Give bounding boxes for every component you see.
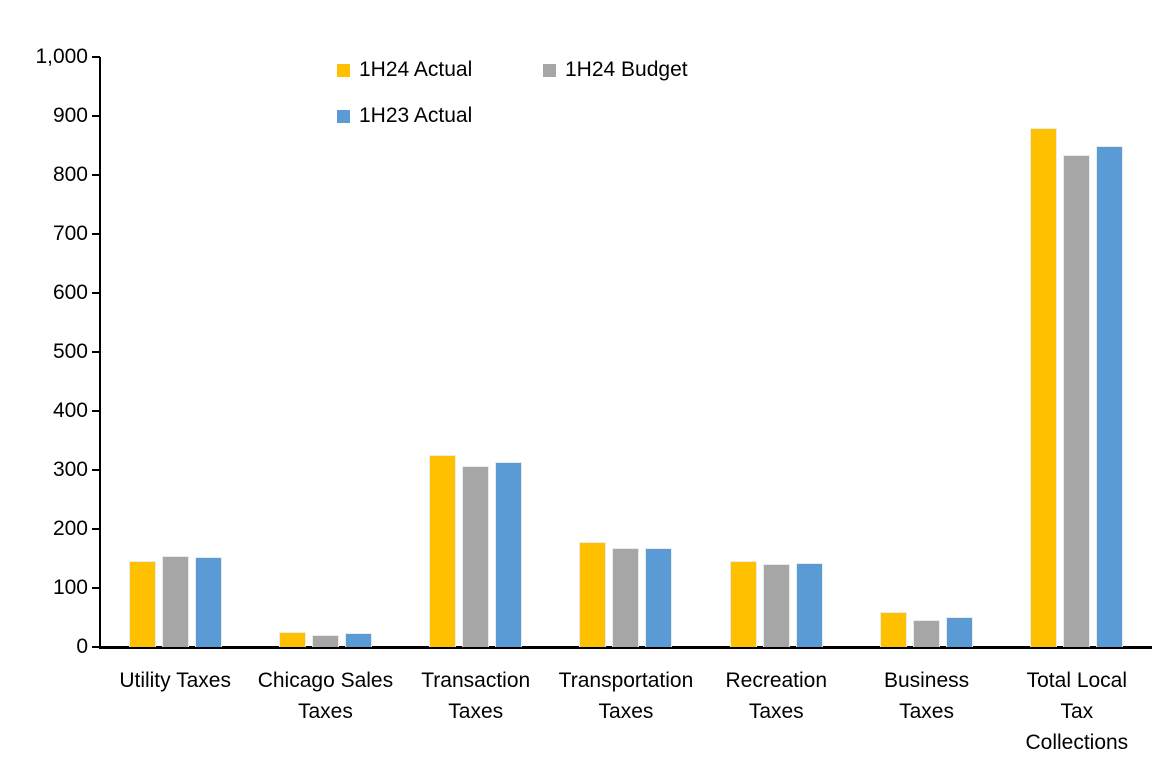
y-axis-tick-mark (92, 292, 100, 294)
x-axis-line (99, 646, 1152, 649)
y-axis-tick-label: 600 (52, 281, 88, 304)
legend-label: 1H23 Actual (359, 104, 473, 127)
bar-group (1002, 57, 1152, 647)
y-axis-tick-label: 900 (52, 104, 88, 127)
category-label: Chicago Sales Taxes (257, 669, 394, 723)
legend-swatch-icon (337, 63, 350, 77)
bar-1h23-actual (1096, 146, 1124, 647)
y-axis-tick-mark (92, 115, 100, 117)
bar-1h23-actual (495, 462, 523, 647)
y-axis-tick-mark (92, 351, 100, 353)
category-label: Utility Taxes (119, 669, 231, 692)
legend-item: 1H23 Actual (337, 103, 472, 129)
bar-1h24-actual (1030, 128, 1058, 647)
y-axis-tick-mark (92, 469, 100, 471)
plot-area (100, 57, 1152, 647)
bar-group (401, 57, 551, 647)
category-label: Business Taxes (883, 669, 970, 723)
bar-1h24-actual (579, 542, 607, 647)
bar-1h23-actual (344, 633, 372, 647)
legend-label: 1H24 Budget (565, 58, 688, 81)
bar-1h24-budget (161, 556, 189, 647)
bar-1h24-budget (612, 548, 640, 647)
bar-1h24-actual (128, 561, 156, 647)
y-axis-tick-mark (92, 233, 100, 235)
bar-group (100, 57, 250, 647)
y-axis-tick-mark (92, 410, 100, 412)
category-label: Recreation Taxes (725, 669, 828, 723)
legend-swatch-icon (543, 63, 556, 77)
y-axis-tick-label: 400 (52, 399, 88, 422)
bar-group (551, 57, 701, 647)
bar-1h24-actual (278, 632, 306, 647)
y-axis-tick-label: 500 (52, 340, 88, 363)
bar-1h24-actual (880, 612, 908, 647)
bar-1h24-actual (729, 561, 757, 647)
y-axis-tick-label: 800 (52, 163, 88, 186)
x-axis-category-labels: Utility Taxes Chicago Sales Taxes Transact… (100, 665, 1152, 758)
bar-1h23-actual (194, 557, 222, 647)
bar-1h23-actual (645, 548, 673, 647)
legend-item: 1H24 Actual (337, 57, 472, 83)
bar-group (701, 57, 851, 647)
legend-swatch-icon (337, 109, 350, 123)
y-axis-tick-mark (92, 646, 100, 648)
bar-group (250, 57, 400, 647)
y-axis-tick-label: 100 (52, 576, 88, 599)
y-axis-tick-label: 0 (76, 635, 88, 658)
y-axis-tick-mark (92, 56, 100, 58)
bar-1h24-budget (913, 620, 941, 647)
bar-1h24-budget (462, 466, 490, 647)
legend-item: 1H24 Budget (543, 57, 688, 83)
bar-1h24-budget (311, 635, 339, 647)
bar-1h24-budget (1063, 155, 1091, 647)
bar-1h23-actual (795, 563, 823, 647)
y-axis-tick-mark (92, 174, 100, 176)
legend-label: 1H24 Actual (359, 58, 473, 81)
y-axis-tick-mark (92, 587, 100, 589)
y-axis-tick-mark (92, 528, 100, 530)
bar-1h24-budget (762, 564, 790, 647)
y-axis-tick-label: 700 (52, 222, 88, 245)
y-axis-line (99, 57, 101, 647)
bar-1h24-actual (429, 455, 457, 647)
y-axis-tick-label: 200 (52, 517, 88, 540)
category-label: Transaction Taxes (421, 669, 531, 723)
category-label: Transportation Taxes (558, 669, 694, 723)
y-axis-tick-label: 300 (52, 458, 88, 481)
bar-1h23-actual (946, 617, 974, 647)
category-label: Total Local Tax Collections (1025, 669, 1129, 754)
bar-group (851, 57, 1001, 647)
y-axis-tick-label: 1,000 (35, 45, 88, 68)
